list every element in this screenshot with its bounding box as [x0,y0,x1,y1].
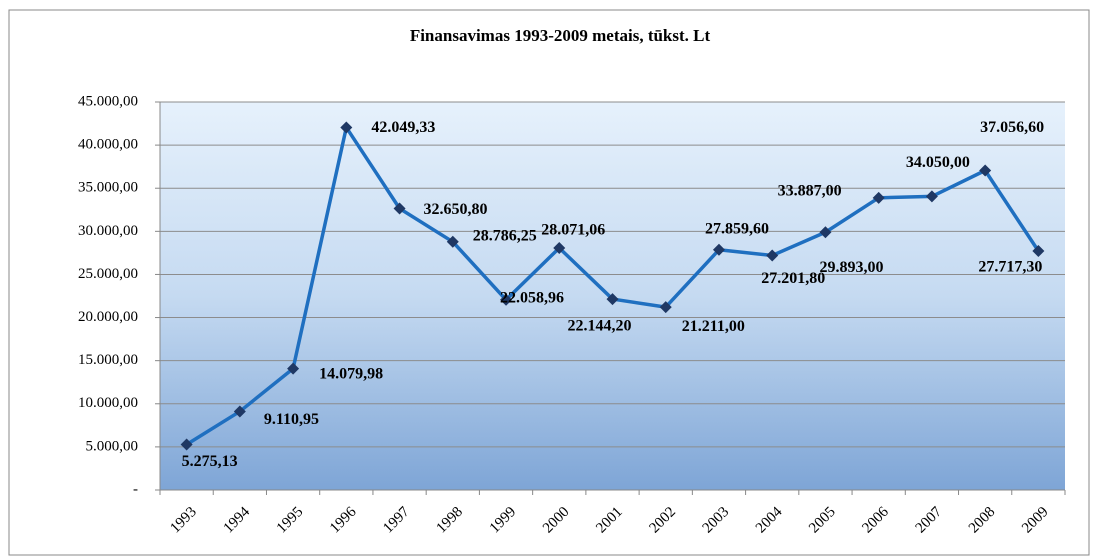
data-label: 34.050,00 [906,154,970,171]
marker [340,121,353,134]
data-label: 21.211,00 [682,318,745,335]
marker [446,235,459,248]
data-label: 9.110,95 [264,411,319,428]
y-tick-label: 15.000,00 [78,352,138,368]
marker [606,293,619,306]
y-tick-label: 25.000,00 [78,266,138,282]
data-label: 29.893,00 [819,259,883,276]
data-label: 27.717,30 [978,259,1042,276]
marker [180,438,193,451]
data-label: 27.859,60 [705,220,769,237]
chart-title: Finansavimas 1993-2009 metais, tūkst. Lt [410,26,711,45]
marker [925,190,938,203]
y-tick-label: 10.000,00 [78,395,138,411]
y-tick-label: 20.000,00 [78,309,138,325]
marker [979,164,992,177]
marker [712,243,725,256]
y-tick-label: 5.000,00 [86,438,139,454]
marker [819,226,832,239]
data-label: 28.071,06 [541,222,605,239]
y-tick-label: 40.000,00 [78,137,138,153]
data-label: 28.786,25 [473,227,537,244]
y-tick-label: 45.000,00 [78,93,138,109]
y-tick-label: 30.000,00 [78,223,138,239]
marker [233,405,246,418]
marker [766,249,779,262]
data-label: 14.079,98 [319,365,383,382]
data-label: 42.049,33 [371,119,435,136]
data-label: 33.887,00 [778,182,842,199]
data-label: 5.275,13 [182,453,238,470]
marker [659,301,672,314]
marker [553,241,566,254]
marker [287,362,300,375]
data-label: 27.201,80 [761,270,825,287]
marker [393,202,406,215]
marker [500,293,513,306]
data-label: 37.056,60 [980,119,1044,136]
data-label: 32.650,80 [424,201,488,218]
y-tick-label: 35.000,00 [78,180,138,196]
data-label: 22.144,20 [568,318,632,335]
marker [1032,245,1045,258]
y-tick-label: - [133,481,138,497]
marker [872,191,885,204]
data-label: 22.058,96 [500,289,564,306]
